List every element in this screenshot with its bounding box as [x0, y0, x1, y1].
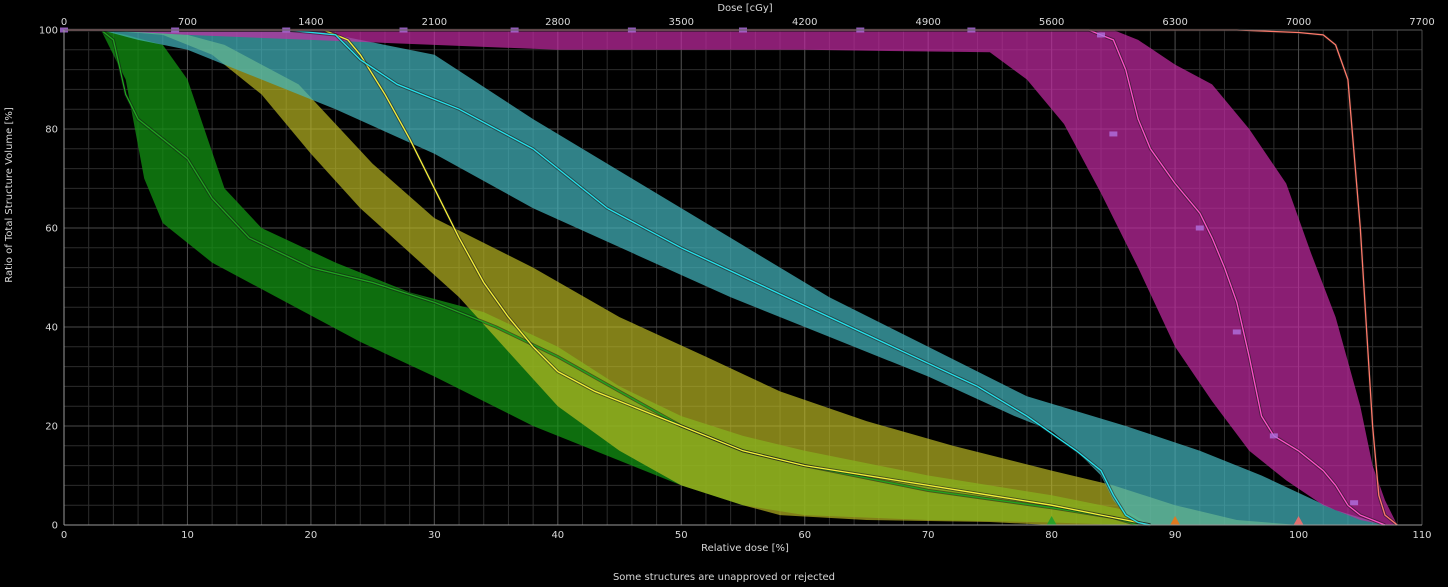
top-tick-label: 3500: [669, 17, 694, 28]
series-line-2: [64, 29, 1151, 526]
top-tick-label: 6300: [1162, 17, 1187, 28]
x-tick-label: 50: [675, 530, 688, 541]
x-tick-label: 100: [1289, 530, 1308, 541]
top-axis-label: Dose [cGy]: [717, 3, 772, 14]
x-tick-label: 10: [181, 530, 194, 541]
x-tick-label: 60: [798, 530, 811, 541]
series-line-4: [64, 29, 1386, 526]
series-marker: [1350, 500, 1359, 506]
x-tick-label: 70: [922, 530, 935, 541]
series-marker: [1232, 329, 1241, 335]
dose-marker: [1293, 516, 1304, 525]
top-tick-label: 2100: [422, 17, 447, 28]
series-marker: [1097, 32, 1106, 38]
top-tick-label: 7000: [1286, 17, 1311, 28]
y-tick-label: 40: [45, 323, 58, 334]
top-tick-label: 7700: [1409, 17, 1434, 28]
status-message: Some structures are unapproved or reject…: [612, 572, 836, 583]
top-tick-label: 0: [61, 17, 67, 28]
x-tick-label: 20: [305, 530, 318, 541]
series-band-3: [64, 30, 1385, 525]
y-tick-label: 20: [45, 422, 58, 433]
dose-marker: [1046, 516, 1057, 525]
y-tick-label: 60: [45, 224, 58, 235]
series-marker: [1195, 225, 1204, 231]
series-marker: [1269, 433, 1278, 439]
top-tick-label: 1400: [298, 17, 323, 28]
series-line-3: [64, 29, 1151, 526]
dvh-chart[interactable]: 0 10 20 30 40 50 60 70 80 90 100 110 0 700 1400 2100 280…: [0, 0, 1448, 570]
top-tick-label: 4900: [915, 17, 940, 28]
top-tick-label: 2800: [545, 17, 570, 28]
top-tick-label: 5600: [1039, 17, 1064, 28]
series-marker: [1109, 131, 1118, 137]
y-axis-label: Ratio of Total Structure Volume [%]: [4, 107, 15, 283]
y-tick-label: 0: [52, 521, 58, 532]
x-tick-label: 0: [61, 530, 67, 541]
top-tick-label: 700: [178, 17, 197, 28]
x-tick-label: 80: [1045, 530, 1058, 541]
x-tick-label: 30: [428, 530, 441, 541]
y-tick-label: 80: [45, 125, 58, 136]
y-tick-label: 100: [39, 26, 58, 37]
x-tick-label: 110: [1412, 530, 1431, 541]
x-axis-label: Relative dose [%]: [701, 543, 789, 554]
x-tick-label: 90: [1169, 530, 1182, 541]
top-tick-label: 4200: [792, 17, 817, 28]
dose-marker: [1170, 516, 1181, 525]
series-line-1: [64, 29, 1139, 526]
x-tick-label: 40: [551, 530, 564, 541]
